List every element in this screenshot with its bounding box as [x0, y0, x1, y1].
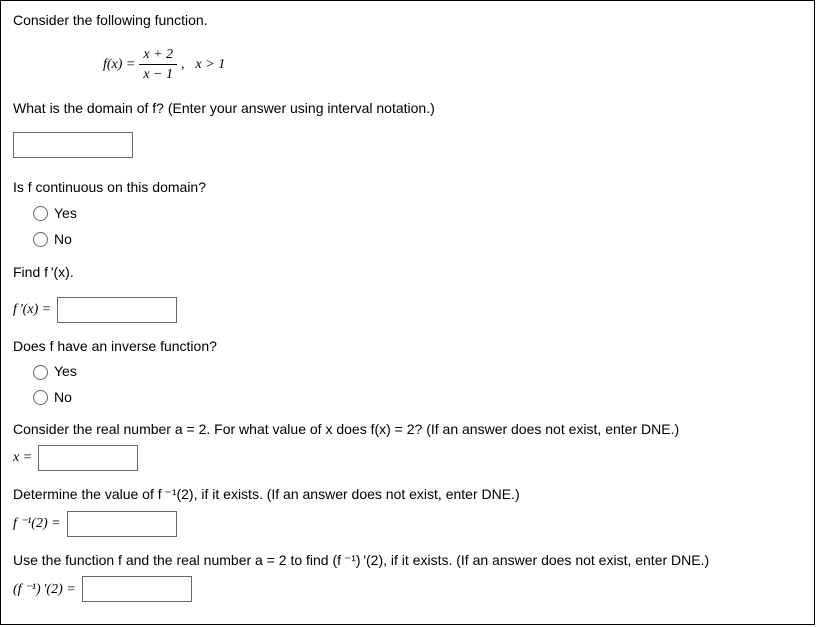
function-definition: f(x) = x + 2 x − 1 , x > 1 — [103, 45, 802, 85]
x-label: x = — [13, 448, 32, 468]
fx-numerator: x + 2 — [139, 45, 177, 65]
inverse-no-row[interactable]: No — [33, 388, 802, 408]
finvp2-input[interactable] — [82, 576, 192, 602]
domain-answer-row — [13, 132, 802, 158]
find-fprime-text: Find f '(x). — [13, 263, 802, 283]
domain-input[interactable] — [13, 132, 133, 158]
fx-fraction: x + 2 x − 1 — [139, 45, 177, 85]
domain-question-text: What is the domain of f? (Enter your ans… — [13, 100, 435, 116]
inverse-yes-row[interactable]: Yes — [33, 362, 802, 382]
finv2-row: f ⁻¹(2) = — [13, 511, 802, 537]
domain-question: What is the domain of f? (Enter your ans… — [13, 99, 802, 119]
radio-icon — [33, 390, 48, 405]
continuous-question: Is f continuous on this domain? — [13, 178, 802, 198]
continuous-no-row[interactable]: No — [33, 230, 802, 250]
finvp2-label: (f ⁻¹) '(2) = — [13, 580, 76, 600]
inverse-question: Does f have an inverse function? — [13, 337, 802, 357]
finv2-label: f ⁻¹(2) = — [13, 514, 61, 534]
fx-condition: x > 1 — [196, 55, 226, 75]
use-question: Use the function f and the real number a… — [13, 551, 802, 571]
x-row: x = — [13, 445, 802, 471]
continuous-no-label: No — [54, 230, 72, 250]
continuous-yes-row[interactable]: Yes — [33, 204, 802, 224]
radio-icon — [33, 232, 48, 247]
inverse-yes-label: Yes — [54, 362, 77, 382]
finv2-question: Determine the value of f ⁻¹(2), if it ex… — [13, 485, 802, 505]
inverse-no-label: No — [54, 388, 72, 408]
finvp2-row: (f ⁻¹) '(2) = — [13, 576, 802, 602]
radio-icon — [33, 365, 48, 380]
continuous-yes-label: Yes — [54, 204, 77, 224]
real-a-question: Consider the real number a = 2. For what… — [13, 420, 802, 440]
x-input[interactable] — [38, 445, 138, 471]
radio-icon — [33, 206, 48, 221]
fprime-label: f '(x) = — [13, 300, 51, 320]
comma: , — [181, 55, 192, 75]
fprime-input[interactable] — [57, 297, 177, 323]
fx-lhs: f(x) = — [103, 55, 135, 75]
fprime-row: f '(x) = — [13, 297, 802, 323]
intro-text: Consider the following function. — [13, 11, 802, 31]
finv2-input[interactable] — [67, 511, 177, 537]
question-container: Consider the following function. f(x) = … — [0, 0, 815, 625]
fx-denominator: x − 1 — [139, 64, 177, 85]
